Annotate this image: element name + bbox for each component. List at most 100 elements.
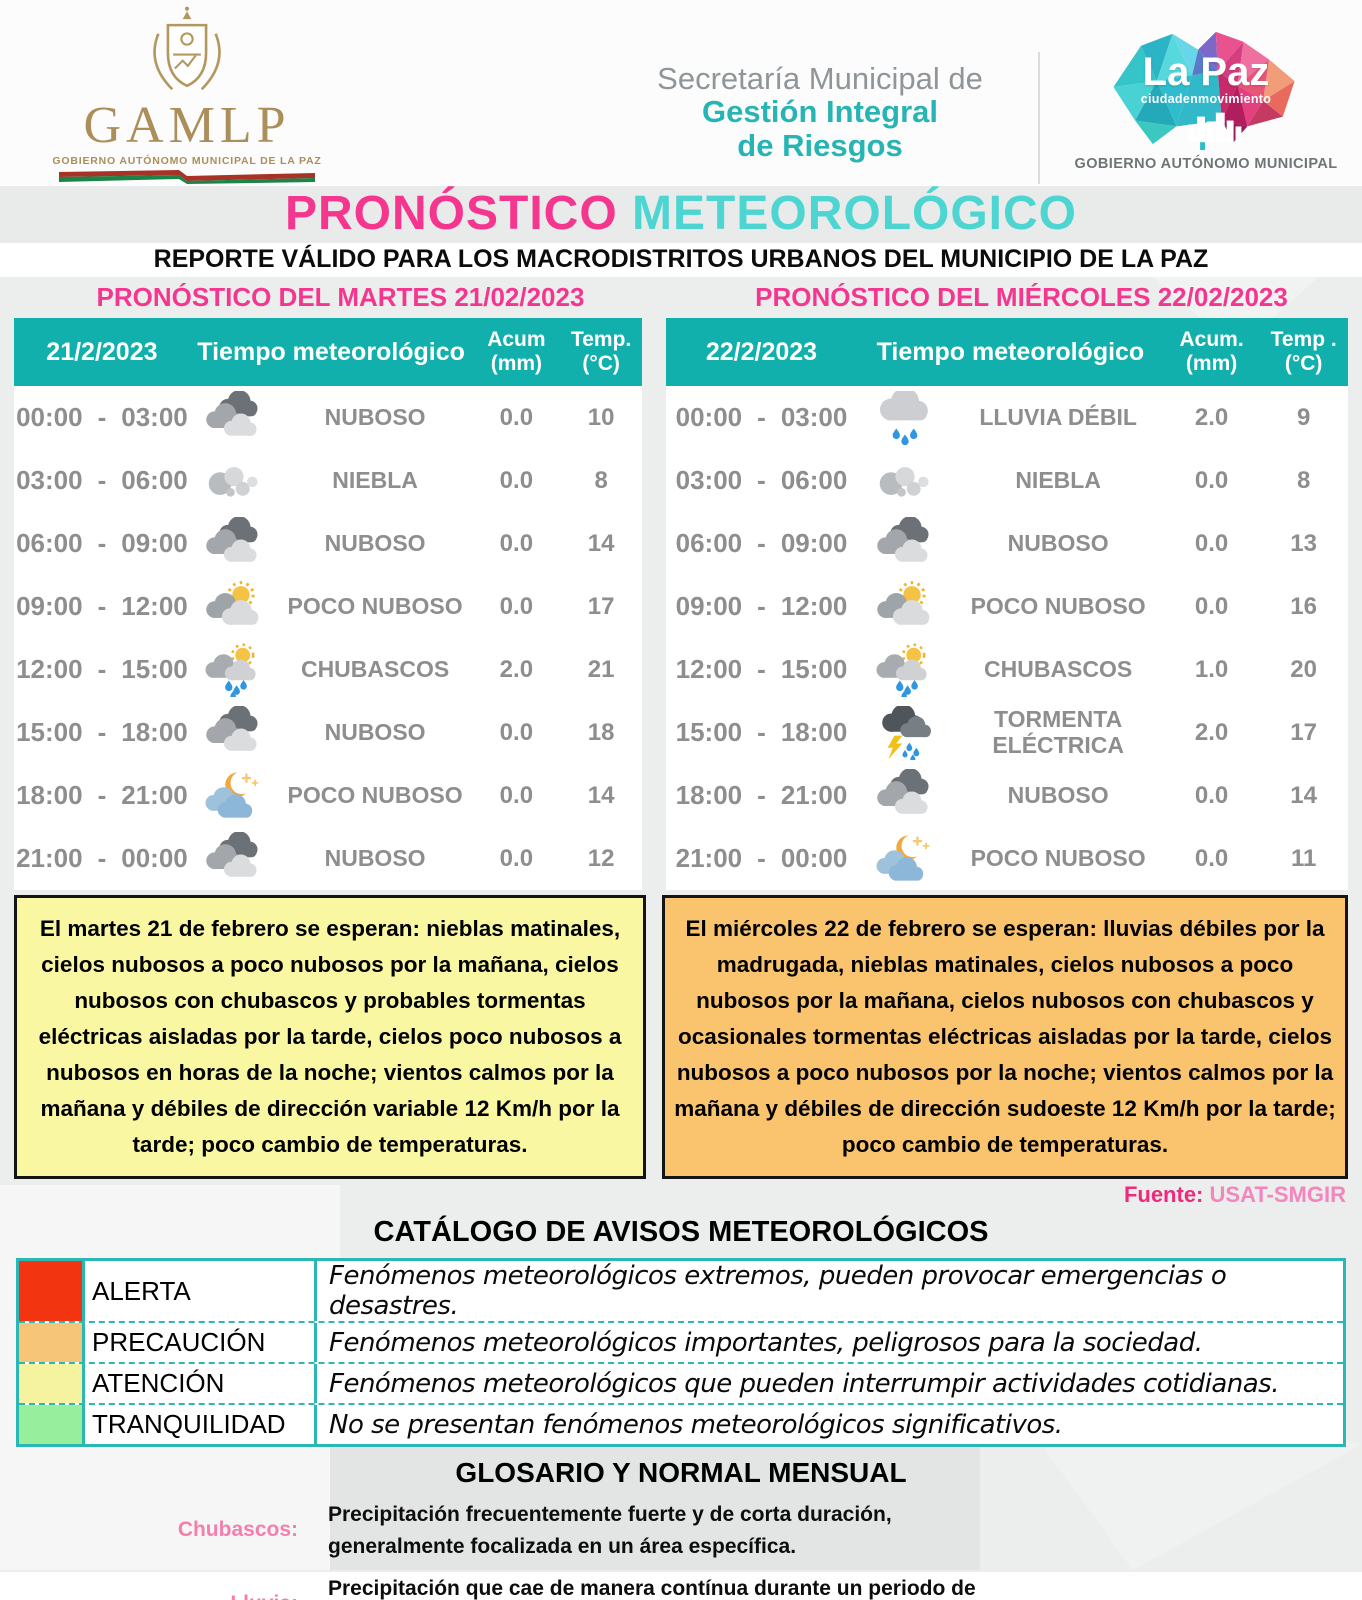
temp-value: 8 [594,466,608,494]
forecast-row: 09:00-12:00 POCO NUBOSO 0.0 17 [14,575,642,638]
condition-label: CHUBASCOS [984,655,1133,682]
level-color-swatch [19,1261,85,1321]
time-range: 15:00-18:00 [675,717,848,747]
level-label: ATENCIÓN [85,1364,317,1403]
precip-value: 2.0 [1194,718,1229,746]
precip-value: 2.0 [1194,403,1229,431]
heading-tuesday: PRONÓSTICO DEL MARTES 21/02/2023 [96,282,585,312]
precip-value: 2.0 [499,655,534,683]
temp-value: 10 [587,403,615,431]
secretariat-line2: Gestión Integral [702,94,938,130]
sun-showers-icon [190,642,278,697]
source-line: Fuente: USAT-SMGIR [0,1182,1362,1208]
forecast-row: 00:00-03:00 LLUVIA DÉBIL 2.0 9 [666,386,1348,449]
glossary-entry: Lluvia: Precipitación que cae de manera c… [0,1573,1362,1600]
condition-label: NUBOSO [324,844,426,871]
glossary-term: Chubascos: [177,1518,298,1542]
lapaz-mosaic-icon [1113,31,1295,151]
page-header: GAMLP GOBIERNO AUTÓNOMO MUNICIPAL DE LA … [0,0,1362,186]
condition-label: NUBOSO [324,529,426,556]
glossary-entry: Chubascos: Precipitación frecuentemente f… [0,1499,1362,1562]
forecast-row: 18:00-21:00 POCO NUBOSO 0.0 14 [14,764,642,827]
forecast-row: 21:00-00:00 POCO NUBOSO 0.0 11 [666,827,1348,890]
precip-value: 0.0 [499,781,534,809]
summary-tuesday: El martes 21 de febrero se esperan: nieb… [14,895,646,1179]
temp-value: 16 [1290,592,1317,620]
forecast-row: 09:00-12:00 POCO NUBOSO 0.0 16 [666,575,1348,638]
clouds-icon [857,516,952,571]
level-color-swatch [19,1364,85,1403]
storm-icon [857,705,952,760]
time-range: 12:00-15:00 [16,654,188,684]
forecast-row: 15:00-18:00 TORMENTA ELÉCTRICA 2.0 17 [666,701,1348,764]
temp-value: 14 [1290,781,1317,809]
gamlp-caption: GOBIERNO AUTÓNOMO MUNICIPAL DE LA PAZ [52,155,322,167]
source-value: USAT-SMGIR [1209,1182,1346,1207]
column-temp: Temp . (°C) [1270,328,1337,375]
gamlp-logo: GAMLP GOBIERNO AUTÓNOMO MUNICIPAL DE LA … [52,4,322,184]
forecast-row: 03:00-06:00 NIEBLA 0.0 8 [666,449,1348,512]
forecast-table-tuesday: 21/2/2023 Tiempo meteorológico Acum (mm) Tem… [14,318,642,890]
heading-wednesday: PRONÓSTICO DEL MIÉRCOLES 22/02/2023 [755,282,1288,312]
temp-value: 20 [1290,655,1317,683]
rain-cloud-icon [857,390,952,445]
time-range: 00:00-03:00 [675,402,848,432]
level-label: ALERTA [85,1261,317,1321]
forecast-row: 15:00-18:00 NUBOSO 0.0 18 [14,701,642,764]
column-acum: Acum (mm) [487,328,546,375]
level-color-swatch [19,1405,85,1444]
precip-value: 0.0 [499,718,534,746]
catalog-row: PRECAUCIÓN Fenómenos meteorológicos impor… [19,1321,1343,1362]
gamlp-crest-icon [153,6,221,91]
header-divider [1038,52,1040,184]
glossary-definition: Precipitación frecuentemente fuerte y de… [328,1503,892,1558]
precip-value: 0.0 [499,844,534,872]
title-part2: METEOROLÓGICO [632,187,1078,240]
summaries: El martes 21 de febrero se esperan: nieb… [0,895,1362,1179]
condition-label: POCO NUBOSO [287,781,463,808]
precip-value: 1.0 [1194,655,1229,683]
clouds-icon [190,390,278,445]
condition-label: TORMENTA ELÉCTRICA [992,705,1124,758]
page-subtitle: REPORTE VÁLIDO PARA LOS MACRODISTRITOS U… [0,243,1362,277]
time-range: 18:00-21:00 [675,780,848,810]
time-range: 21:00-00:00 [675,843,848,873]
condition-label: NUBOSO [1007,781,1109,808]
catalog-row: TRANQUILIDAD No se presentan fenómenos me… [19,1403,1343,1444]
source-label: Fuente: [1123,1182,1204,1207]
clouds-icon [190,705,278,760]
column-temp: Temp. (°C) [570,328,632,375]
condition-label: POCO NUBOSO [287,592,463,619]
column-tiempo: Tiempo meteorológico [876,337,1145,366]
column-tiempo: Tiempo meteorológico [197,337,465,366]
temp-value: 17 [1290,718,1317,746]
temp-value: 13 [1290,529,1317,557]
sun-clouds-icon [857,580,952,634]
precip-value: 0.0 [1194,529,1229,557]
forecast-row: 06:00-09:00 NUBOSO 0.0 14 [14,512,642,575]
level-description: Fenómenos meteorológicos importantes, pe… [329,1327,1203,1358]
level-label: TRANQUILIDAD [85,1405,317,1444]
glossary-entries: Chubascos: Precipitación frecuentemente f… [0,1499,1362,1600]
catalog-row: ATENCIÓN Fenómenos meteorológicos que pue… [19,1362,1343,1403]
level-description: Fenómenos meteorológicos que pueden inte… [329,1368,1279,1399]
temp-value: 11 [1290,844,1317,872]
time-range: 06:00-09:00 [16,528,188,558]
temp-value: 17 [587,592,615,620]
precip-value: 0.0 [1194,781,1229,809]
condition-label: NIEBLA [1015,466,1101,493]
day-headings: PRONÓSTICO DEL MARTES 21/02/2023 PRONÓST… [0,277,1362,318]
column-date: 22/2/2023 [705,337,818,366]
fog-icon [190,454,278,508]
moon-clouds-icon [857,832,952,886]
precip-value: 0.0 [499,466,534,494]
page-title: PRONÓSTICO METEOROLÓGICO [0,186,1362,243]
gamlp-ribbon-icon [59,170,315,184]
forecast-row: 06:00-09:00 NUBOSO 0.0 13 [666,512,1348,575]
forecast-row: 12:00-15:00 CHUBASCOS 2.0 21 [14,638,642,701]
temp-value: 9 [1296,403,1311,431]
temp-value: 21 [587,655,615,683]
title-part1: PRONÓSTICO [284,187,618,240]
glossary-section: GLOSARIO Y NORMAL MENSUAL Chubascos: Prec… [0,1457,1362,1600]
